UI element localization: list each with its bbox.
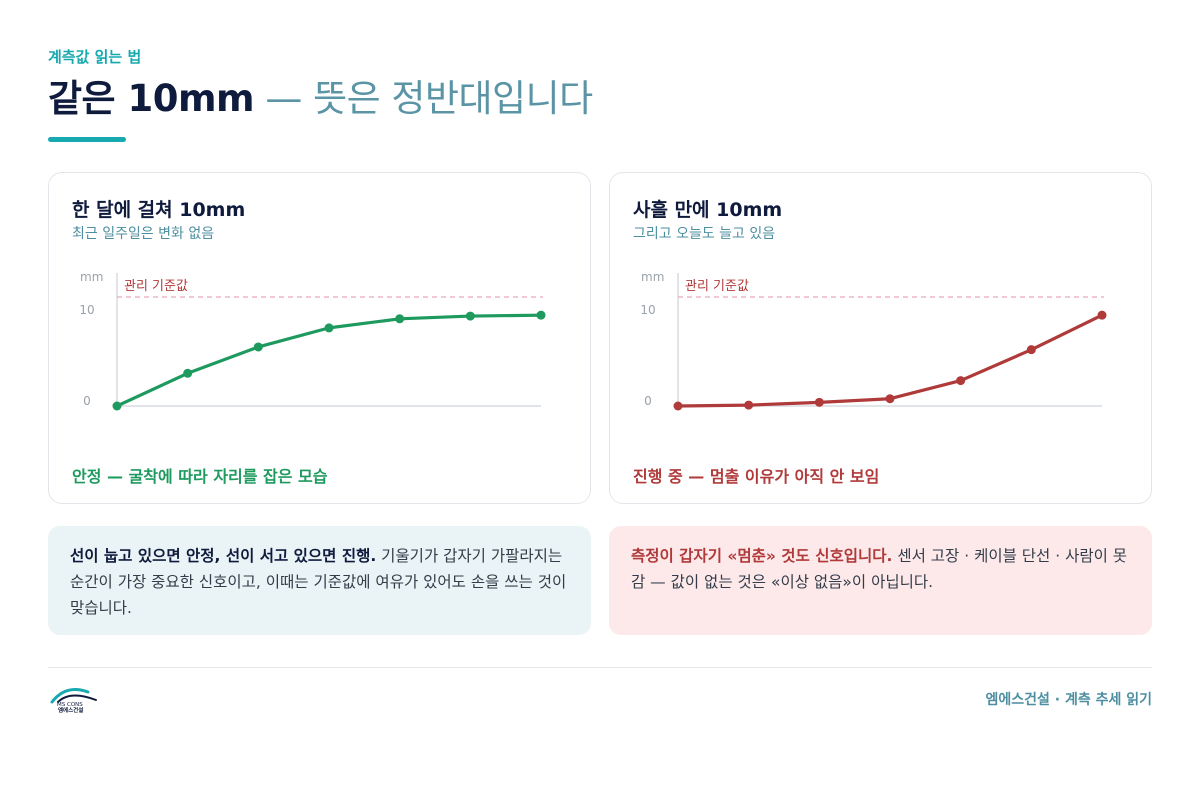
data-point — [1026, 345, 1036, 355]
y-tick-label: 0 — [83, 394, 91, 408]
data-point — [465, 311, 475, 321]
card-title: 사흘 만에 10mm — [633, 199, 783, 221]
data-point — [395, 314, 405, 324]
data-point — [744, 400, 754, 410]
verdict-stable: 안정 — 굴착에 따라 자리를 잡은 모습 — [72, 467, 328, 486]
note-body: 센서 고장 · 케이블 단선 · 사람이 못 감 — 값이 없는 것은 «이상 … — [631, 547, 1128, 591]
data-point — [956, 376, 966, 386]
note-missing-data: 측정이 갑자기 «멈춘» 것도 신호입니다. 센서 고장 · 케이블 단선 · … — [609, 526, 1152, 635]
footer-caption: 엠에스건설 · 계측 추세 읽기 — [985, 692, 1153, 708]
y-tick-label: 10 — [640, 303, 655, 317]
note-lead: 측정이 갑자기 «멈춘» 것도 신호입니다. — [631, 547, 893, 565]
verdict-progressing: 진행 중 — 멈출 이유가 아직 안 보임 — [633, 467, 880, 486]
data-point — [112, 401, 122, 411]
data-point — [1097, 310, 1107, 320]
footer-divider — [48, 667, 1152, 668]
card-subtitle: 최근 일주일은 변화 없음 — [72, 226, 215, 242]
data-point — [253, 342, 263, 352]
data-point — [814, 397, 824, 407]
y-axis-unit: mm — [641, 270, 664, 284]
chart-card-gradual: mm 0 10 관리 기준값 한 달에 걸쳐 10mm 최근 일주일은 변화 없음 안… — [48, 172, 591, 504]
eyebrow-label: 계측값 읽는 법 — [48, 48, 142, 66]
note-slope-reading: 선이 눕고 있으면 안정, 선이 서고 있으면 진행. 기울기가 갑자기 가팔라… — [48, 526, 591, 635]
logo-text-kr: 엠에스건설 — [58, 706, 83, 714]
note-body: 기울기가 갑자기 가팔라지는 순간이 가장 중요한 신호이고, 이때는 기준값에… — [70, 547, 567, 617]
title-soft: — 뜻은 정반대입니다 — [254, 77, 593, 120]
title-accent-bar — [48, 137, 126, 142]
reference-label: 관리 기준값 — [124, 279, 188, 294]
title-strong: 같은 10mm — [48, 77, 255, 120]
chart-gradual: mm 0 10 관리 기준값 — [79, 270, 546, 411]
data-point — [885, 394, 895, 404]
data-point — [673, 401, 683, 411]
y-tick-label: 0 — [644, 394, 652, 408]
chart-rapid: mm 0 10 관리 기준값 — [640, 270, 1107, 411]
data-point — [183, 368, 193, 378]
y-axis-unit: mm — [80, 270, 103, 284]
reference-label: 관리 기준값 — [685, 279, 749, 294]
card-title: 한 달에 걸쳐 10mm — [72, 199, 246, 221]
page-title: 같은 10mm — 뜻은 정반대입니다 — [48, 76, 593, 122]
note-lead: 선이 눕고 있으면 안정, 선이 서고 있으면 진행. — [70, 547, 377, 565]
data-point — [324, 323, 334, 333]
data-point — [536, 310, 546, 320]
logo-text: MS CONS — [57, 702, 83, 708]
card-subtitle: 그리고 오늘도 늘고 있음 — [633, 226, 776, 242]
y-tick-label: 10 — [79, 303, 94, 317]
series-line — [676, 313, 1104, 408]
chart-card-rapid: mm 0 10 관리 기준값 사흘 만에 10mm 그리고 오늘도 늘고 있음 진행 … — [609, 172, 1152, 504]
company-logo: MS CONS 엠에스건설 — [50, 688, 97, 714]
